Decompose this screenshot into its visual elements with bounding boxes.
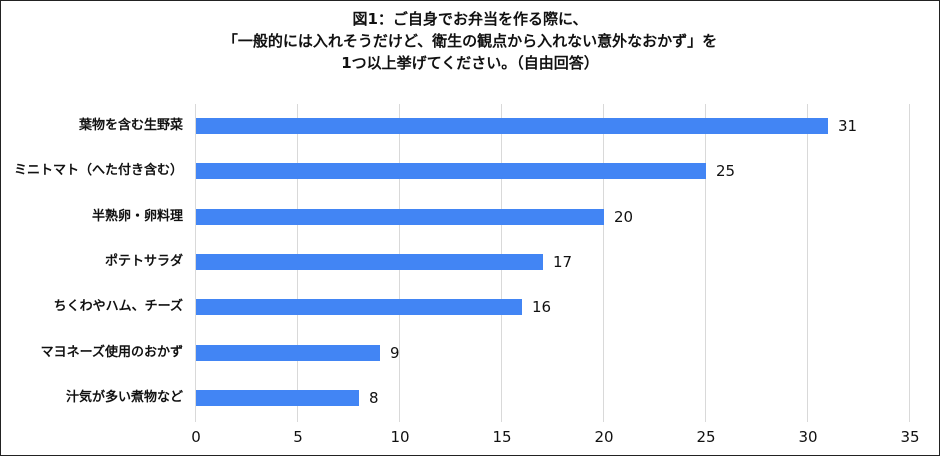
- gridline: [195, 104, 196, 422]
- gridline: [909, 104, 910, 422]
- bar: [196, 345, 380, 361]
- category-label: 葉物を含む生野菜: [78, 118, 183, 133]
- category-label: ポテトサラダ: [104, 254, 183, 269]
- bar: [196, 118, 828, 134]
- x-tick-label: 15: [492, 428, 512, 446]
- x-tick-label: 10: [390, 428, 410, 446]
- gridline: [603, 104, 604, 422]
- bar-value-label: 25: [716, 162, 736, 180]
- chart-title-line-3: 1つ以上挙げてください。（自由回答）: [341, 54, 599, 72]
- gridline: [705, 104, 706, 422]
- bar: [196, 254, 543, 270]
- bar-value-label: 16: [532, 298, 552, 316]
- bar-value-label: 20: [614, 208, 634, 226]
- bar-value-label: 9: [390, 344, 400, 362]
- bar-value-label: 17: [553, 253, 573, 271]
- x-tick-label: 5: [293, 428, 303, 446]
- category-label: ミニトマト（へた付き含む）: [13, 163, 183, 178]
- category-label: 半熟卵・卵料理: [91, 209, 183, 224]
- x-tick-label: 0: [191, 428, 201, 446]
- x-tick-label: 35: [900, 428, 920, 446]
- bar-value-label: 31: [838, 117, 858, 135]
- chart-title-line-1: 図1：ご自身でお弁当を作る際に、: [352, 10, 588, 28]
- chart-title-line-2: 「一般的には入れそうだけど、衛生の観点から入れない意外なおかず」を: [222, 32, 718, 50]
- chart-title: 図1：ご自身でお弁当を作る際に、 「一般的には入れそうだけど、衛生の観点から入れ…: [0, 8, 940, 74]
- bar: [196, 209, 604, 225]
- bar-value-label: 8: [369, 389, 379, 407]
- x-tick-label: 20: [594, 428, 614, 446]
- x-tick-label: 30: [798, 428, 818, 446]
- bar: [196, 390, 359, 406]
- x-tick-label: 25: [696, 428, 716, 446]
- gridline: [807, 104, 808, 422]
- bar: [196, 299, 522, 315]
- category-label: ちくわやハム、チーズ: [53, 299, 183, 314]
- bar: [196, 163, 706, 179]
- category-label: 汁気が多い煮物など: [65, 390, 183, 405]
- category-label: マヨネーズ使用のおかず: [40, 345, 183, 360]
